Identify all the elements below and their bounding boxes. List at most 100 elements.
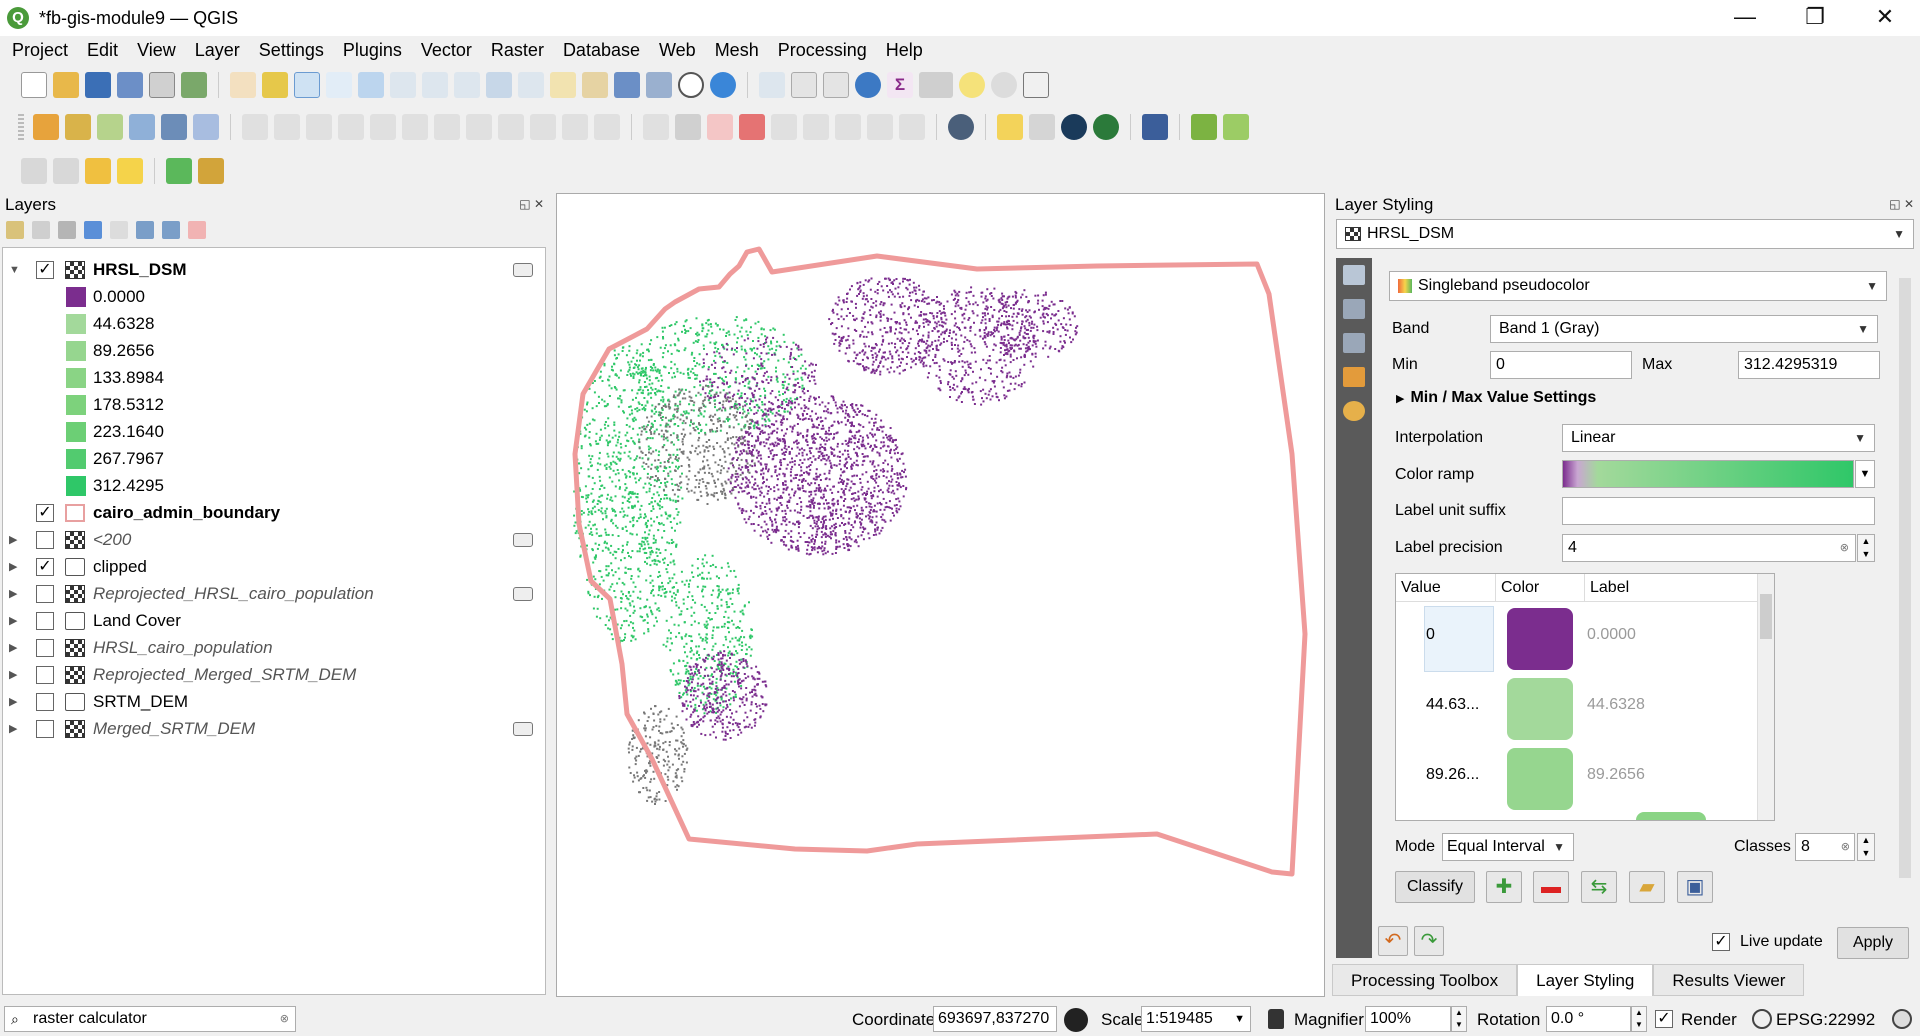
menu-mesh[interactable]: Mesh [714, 39, 759, 60]
menu-settings[interactable]: Settings [258, 39, 324, 60]
zoom-native-icon[interactable] [454, 72, 480, 98]
layer-name[interactable]: HRSL_DSM [93, 259, 187, 279]
move-label-icon[interactable] [803, 114, 829, 140]
layer-name[interactable]: clipped [93, 556, 147, 576]
zoom-in-icon[interactable] [294, 72, 320, 98]
layer-visibility-checkbox[interactable]: ✓ [36, 503, 54, 522]
save-edits-icon[interactable] [306, 114, 332, 140]
settings-gear-icon[interactable] [855, 72, 881, 98]
menu-layer[interactable]: Layer [194, 39, 240, 60]
filter-expression-icon[interactable] [110, 221, 128, 239]
layer-row-reprojected-hrsl[interactable]: ▶ Reprojected_HRSL_cairo_population [3, 580, 545, 607]
menu-edit[interactable]: Edit [87, 39, 119, 60]
save-as-icon[interactable] [117, 72, 143, 98]
layer-visibility-checkbox[interactable] [36, 692, 54, 711]
layer-row-reprojected-merged-srtm[interactable]: ▶ Reprojected_Merged_SRTM_DEM [3, 661, 545, 688]
style-layer-icon[interactable] [6, 221, 24, 239]
processing-model-icon[interactable] [1191, 114, 1217, 140]
layer-row-srtm-dem[interactable]: ▶ SRTM_DEM [3, 688, 545, 715]
run-feature-action-icon[interactable] [166, 158, 192, 184]
data-source-manager-icon[interactable] [33, 114, 59, 140]
layer-visibility-checkbox[interactable] [36, 719, 54, 738]
menu-processing[interactable]: Processing [777, 39, 867, 60]
layer-name[interactable]: SRTM_DEM [93, 691, 189, 711]
add-group-icon[interactable] [32, 221, 50, 239]
highlight-labels-icon[interactable] [707, 114, 733, 140]
zoom-next-icon[interactable] [518, 72, 544, 98]
show-labels-icon[interactable] [771, 114, 797, 140]
layer-name[interactable]: Reprojected_Merged_SRTM_DEM [93, 664, 357, 684]
layer-visibility-checkbox[interactable] [36, 638, 54, 657]
paste-features-icon[interactable] [530, 114, 556, 140]
modify-attributes-icon[interactable] [402, 114, 428, 140]
expand-arrow-icon[interactable]: ▶ [9, 723, 18, 735]
menu-web[interactable]: Web [659, 39, 696, 60]
layer-visibility-checkbox[interactable] [36, 584, 54, 603]
restore-button[interactable]: ❐ [1805, 4, 1825, 29]
undo-icon[interactable] [562, 114, 588, 140]
menu-view[interactable]: View [137, 39, 176, 60]
menu-raster[interactable]: Raster [490, 39, 544, 60]
zoom-full-icon[interactable] [358, 72, 384, 98]
expand-all-icon[interactable] [136, 221, 154, 239]
digitize-shape-icon[interactable] [370, 114, 396, 140]
expand-arrow-icon[interactable]: ▶ [9, 669, 18, 681]
label-properties-icon[interactable] [899, 114, 925, 140]
vertex-tool-icon[interactable] [193, 114, 219, 140]
identify-icon[interactable] [759, 72, 785, 98]
expand-arrow-icon[interactable]: ▶ [9, 615, 18, 627]
locate-icon[interactable] [991, 72, 1017, 98]
redo-icon[interactable] [594, 114, 620, 140]
new-project-icon[interactable] [21, 72, 47, 98]
new-map-view-icon[interactable] [550, 72, 576, 98]
field-calculator-icon[interactable] [823, 72, 849, 98]
layer-row-lt200[interactable]: ▶ <200 [3, 526, 545, 553]
minimize-button[interactable]: — [1734, 4, 1756, 29]
layer-row-cairo-admin-boundary[interactable]: ✓ cairo_admin_boundary [3, 499, 545, 526]
expand-arrow-icon[interactable]: ▶ [9, 561, 18, 573]
statistics-sigma-icon[interactable]: Σ [887, 72, 913, 98]
text-annotation-icon[interactable] [1023, 72, 1049, 98]
map-canvas[interactable] [556, 193, 1325, 997]
pin-labels-icon[interactable] [739, 114, 765, 140]
zoom-layer-icon[interactable] [422, 72, 448, 98]
menu-database[interactable]: Database [562, 39, 640, 60]
embedded-indicator-icon[interactable] [513, 262, 533, 277]
embedded-indicator-icon[interactable] [513, 532, 533, 547]
layer-name[interactable]: Land Cover [93, 610, 181, 630]
zoom-selection-icon[interactable] [390, 72, 416, 98]
rotate-label-icon[interactable] [835, 114, 861, 140]
toggle-editing-icon[interactable] [274, 114, 300, 140]
layer-visibility-checkbox[interactable] [36, 665, 54, 684]
collapse-arrow-icon[interactable]: ▼ [9, 263, 20, 276]
print-layout-icon[interactable] [149, 72, 175, 98]
embedded-indicator-icon[interactable] [513, 586, 533, 601]
layer-visibility-checkbox[interactable]: ✓ [36, 260, 54, 279]
select-location-icon[interactable] [117, 158, 143, 184]
open-project-icon[interactable] [53, 72, 79, 98]
manage-themes-icon[interactable] [58, 221, 76, 239]
layer-name[interactable]: cairo_admin_boundary [93, 502, 281, 522]
menu-project[interactable]: Project [12, 39, 69, 60]
collapse-all-icon[interactable] [162, 221, 180, 239]
delete-selected-icon[interactable] [434, 114, 460, 140]
attribute-table-icon[interactable] [791, 72, 817, 98]
new-virtual-layer-icon[interactable] [161, 114, 187, 140]
help-icon[interactable] [1142, 114, 1168, 140]
layer-visibility-checkbox[interactable]: ✓ [36, 557, 54, 576]
measure-icon[interactable] [919, 72, 953, 98]
new-3d-view-icon[interactable] [582, 72, 608, 98]
digitize-icon[interactable] [338, 114, 364, 140]
style-manager-icon[interactable] [181, 72, 207, 98]
show-bookmarks-icon[interactable] [646, 72, 672, 98]
new-shapefile-icon[interactable] [97, 114, 123, 140]
menu-plugins[interactable]: Plugins [342, 39, 402, 60]
layer-name[interactable]: Merged_SRTM_DEM [93, 718, 256, 738]
expand-arrow-icon[interactable]: ▶ [9, 642, 18, 654]
change-label-icon[interactable] [867, 114, 893, 140]
layer-name[interactable]: Reprojected_HRSL_cairo_population [93, 583, 374, 603]
layer-row-hrsl-dsm[interactable]: ▼ ✓ HRSL_DSM [3, 256, 545, 283]
georeferencer-icon[interactable] [198, 158, 224, 184]
expand-arrow-icon[interactable]: ▶ [9, 588, 18, 600]
pan-hand-icon[interactable] [230, 72, 256, 98]
